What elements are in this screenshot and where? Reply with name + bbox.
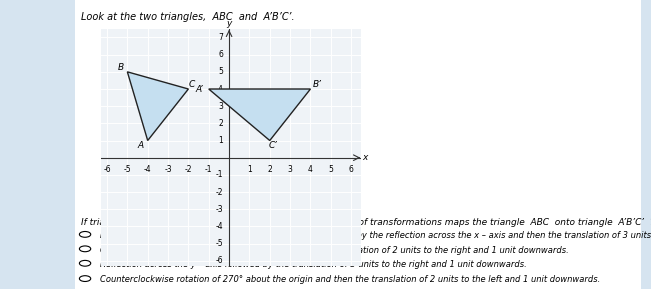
Text: Look at the two triangles,  ABC  and  A’B’C’.: Look at the two triangles, ABC and A’B’C… — [81, 12, 294, 22]
Text: A’: A’ — [196, 84, 204, 94]
Text: C: C — [189, 80, 195, 89]
Text: 2: 2 — [218, 119, 223, 128]
Text: -5: -5 — [215, 239, 223, 248]
Text: -2: -2 — [185, 164, 192, 174]
Text: -3: -3 — [215, 205, 223, 214]
Text: 5: 5 — [328, 164, 333, 174]
Text: x: x — [363, 153, 368, 162]
Text: -6: -6 — [104, 164, 111, 174]
Text: 3: 3 — [218, 102, 223, 111]
Text: 6: 6 — [218, 50, 223, 59]
Text: Reflection across the y – axis followed by the translation of 3 units to the rig: Reflection across the y – axis followed … — [100, 260, 527, 269]
Text: y: y — [227, 19, 232, 28]
Text: -3: -3 — [164, 164, 172, 174]
Text: Rotation of 180° in either direction about the origin followed by the reflection: Rotation of 180° in either direction abo… — [100, 231, 651, 240]
Text: C’: C’ — [269, 141, 278, 150]
Text: -4: -4 — [215, 222, 223, 231]
Text: 3: 3 — [288, 164, 292, 174]
Text: B: B — [118, 63, 124, 72]
Text: 1: 1 — [218, 136, 223, 145]
Text: 4: 4 — [308, 164, 313, 174]
Text: B’: B’ — [313, 80, 322, 89]
Text: 6: 6 — [349, 164, 353, 174]
Text: -1: -1 — [215, 171, 223, 179]
Text: -6: -6 — [215, 256, 223, 265]
Polygon shape — [209, 89, 311, 140]
Text: Clockwise rotation of 90° about the origin and then the translation of 2 units t: Clockwise rotation of 90° about the orig… — [100, 246, 569, 255]
Text: 4: 4 — [218, 84, 223, 94]
Polygon shape — [128, 72, 188, 140]
Text: -2: -2 — [215, 188, 223, 197]
Text: 1: 1 — [247, 164, 252, 174]
Text: 5: 5 — [218, 67, 223, 76]
Text: -4: -4 — [144, 164, 152, 174]
Text: -1: -1 — [205, 164, 212, 174]
Text: 2: 2 — [268, 164, 272, 174]
Text: 7: 7 — [218, 33, 223, 42]
Text: If triangles  ABC  and  A’B’C’  are congruent, which sequence of transformations: If triangles ABC and A’B’C’ are congruen… — [81, 218, 651, 227]
Text: -5: -5 — [124, 164, 131, 174]
Text: Counterclockwise rotation of 270° about the origin and then the translation of 2: Counterclockwise rotation of 270° about … — [100, 275, 601, 284]
Text: A: A — [137, 141, 144, 150]
